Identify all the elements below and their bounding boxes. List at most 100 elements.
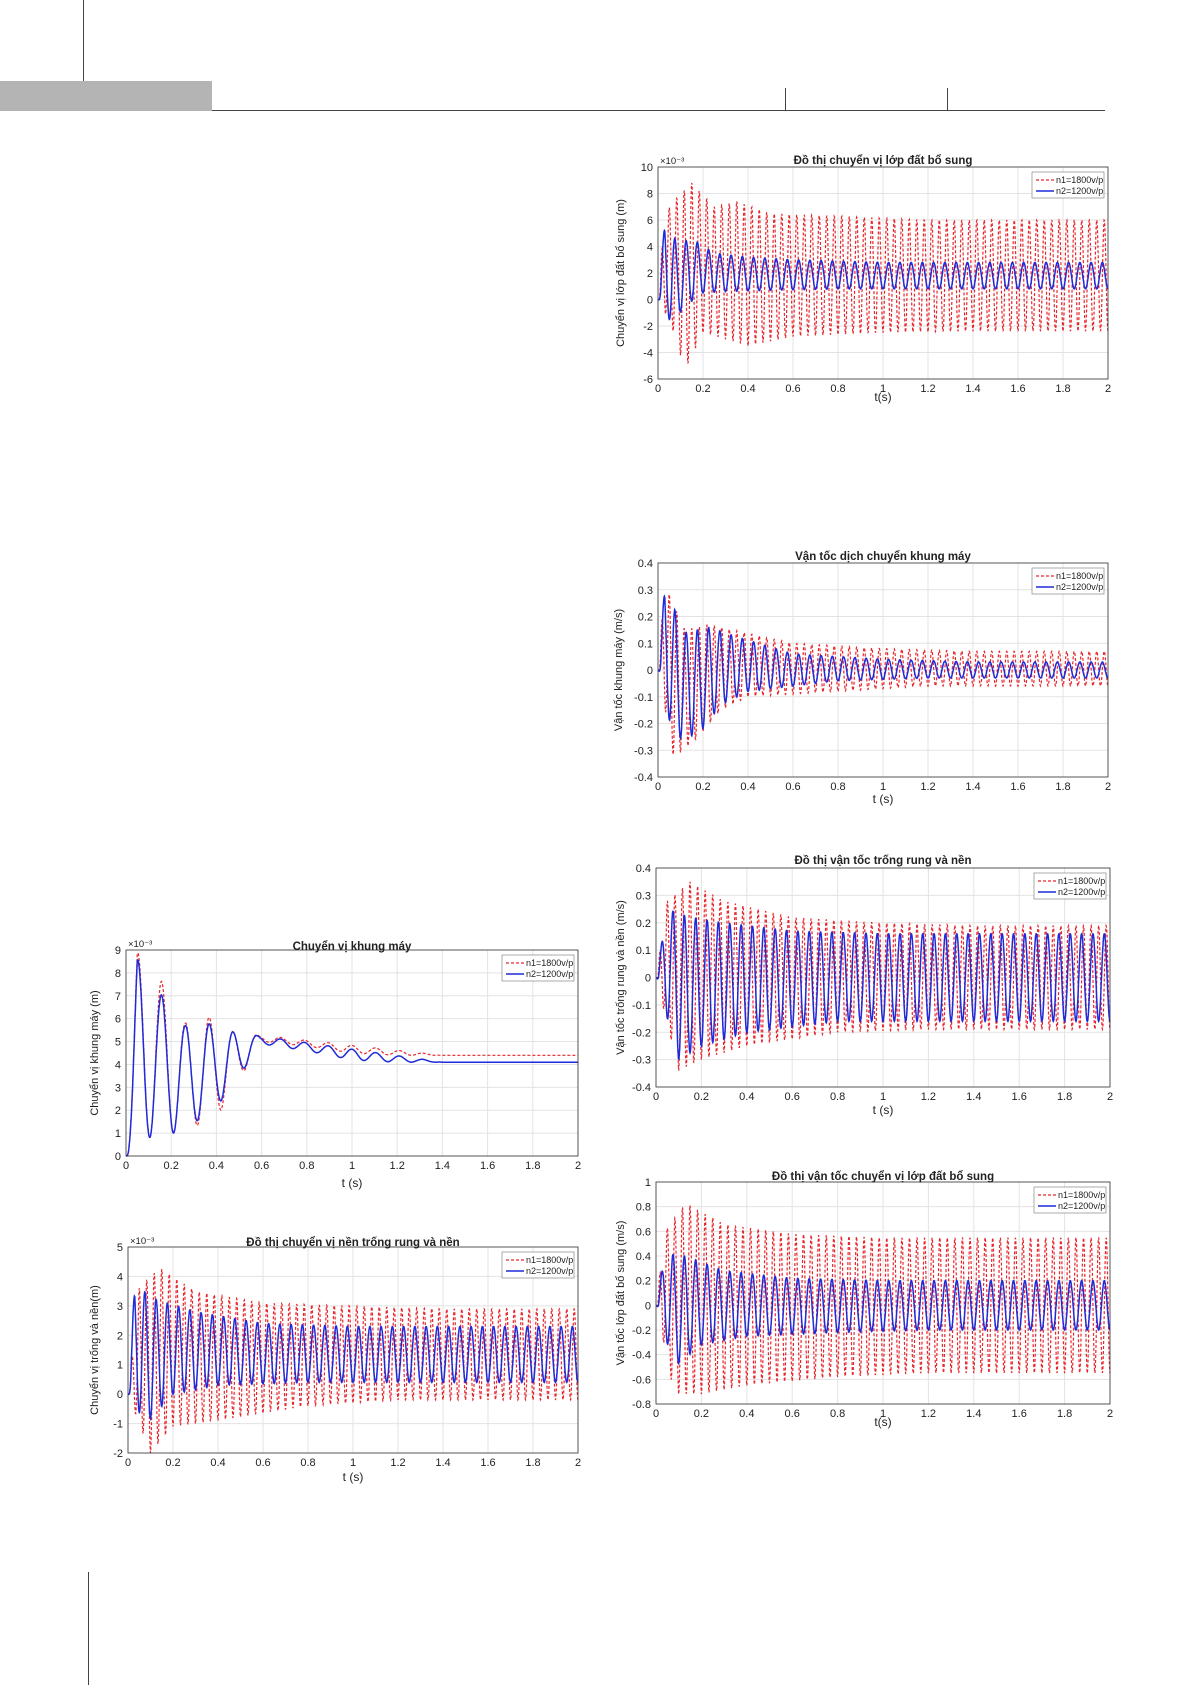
c5-ytick-label: -0.2 bbox=[632, 1325, 651, 1337]
c4-ytick-label: 2 bbox=[115, 1105, 121, 1117]
c4-xtick-label: 2 bbox=[575, 1160, 581, 1172]
chart-c1: 0 0.2 0.4 0.6 0.8 1 1.2 1.4 1.6 1.8 2 10 8 6 4 2 0 -2 -4 -6… bbox=[610, 153, 1111, 443]
c2-ytick-label: 0.2 bbox=[638, 612, 653, 624]
c1-xtick-label: 0 bbox=[655, 383, 661, 395]
c5-xtick-label: 2 bbox=[1107, 1408, 1113, 1420]
c4-legend-label-n2: n2=1200v/p bbox=[526, 969, 573, 979]
c1-xtick-label: 2 bbox=[1105, 383, 1111, 395]
c1-ytick-label: 6 bbox=[647, 215, 653, 227]
c3-xtick-label: 0.6 bbox=[785, 1091, 800, 1103]
c2-ytick-label: -0.2 bbox=[634, 719, 653, 731]
c4-xtick-label: 0.4 bbox=[209, 1160, 224, 1172]
c5-ytick-label: 0.6 bbox=[636, 1226, 651, 1238]
c2-xlabel: t (s) bbox=[873, 792, 894, 806]
chart-c2: 0 0.2 0.4 0.6 0.8 1 1.2 1.4 1.6 1.8 2 0.4 0.3 0.2 0.1 0… bbox=[610, 551, 1111, 816]
c2-xtick-label: 0.4 bbox=[740, 781, 755, 793]
c3-ytick-label: 0.4 bbox=[636, 863, 651, 875]
c3-ytick-label: 0.3 bbox=[636, 890, 651, 902]
header-rule bbox=[212, 110, 1105, 111]
c4-xtick-label: 0.2 bbox=[164, 1160, 179, 1172]
c1-series-n1-line bbox=[657, 182, 1109, 364]
c3-ylabel: Vận tốc trống rung và nền (m/s) bbox=[615, 900, 627, 1055]
c4-xlabel: t (s) bbox=[342, 1176, 363, 1190]
c3-xtick-label: 2 bbox=[1107, 1091, 1113, 1103]
c6-ytick-label: 2 bbox=[117, 1330, 123, 1342]
c1-y-exponent: ×10⁻³ bbox=[660, 156, 684, 167]
c5-legend bbox=[1033, 1186, 1107, 1214]
c2-legend bbox=[1031, 567, 1105, 595]
c1-title: Đồ thị chuyển vị lớp đất bổ sung bbox=[794, 155, 973, 167]
c1-ytick-label: 10 bbox=[641, 162, 653, 174]
c2-ytick-label: -0.3 bbox=[634, 745, 653, 757]
c5-xtick-label: 0.2 bbox=[694, 1408, 709, 1420]
c3-xtick-label: 1 bbox=[880, 1091, 886, 1103]
chart-c5: 0 0.2 0.4 0.6 0.8 1 1.2 1.4 1.6 1.8 2 1 0.8 0.6 0.4 0.2… bbox=[612, 1164, 1113, 1434]
c2-xtick-label: 1.4 bbox=[965, 781, 980, 793]
chart-c4: 0 0.2 0.4 0.6 0.8 1 1.2 1.4 1.6 1.8 2 9 8 7 6 5 4 3 2 1 0 Chu… bbox=[84, 930, 584, 1195]
c3-xtick-label: 1.6 bbox=[1012, 1091, 1027, 1103]
c4-xtick-label: 1.8 bbox=[525, 1160, 540, 1172]
header-gray-block bbox=[0, 81, 212, 111]
c1-ytick-label: -4 bbox=[643, 348, 653, 360]
c4-xtick-label: 1.2 bbox=[390, 1160, 405, 1172]
chart-c1-svg: 0 0.2 0.4 0.6 0.8 1 1.2 1.4 1.6 1.8 2 10 8 6 4 2 0 -2 -4 -6… bbox=[615, 155, 1111, 404]
c1-xtick-label: 1.4 bbox=[965, 383, 980, 395]
c5-title: Đồ thị vận tốc chuyển vị lớp đất bổ sung bbox=[772, 1171, 994, 1183]
c5-xtick-label: 1 bbox=[880, 1408, 886, 1420]
frame-line-bottom-vertical bbox=[88, 1572, 89, 1685]
c1-axes-frame bbox=[657, 166, 1109, 380]
c2-ytick-label: 0 bbox=[647, 665, 653, 677]
c3-ytick-label: -0.2 bbox=[632, 1027, 651, 1039]
c5-ylabel: Vận tốc lớp đất bổ sung (m/s) bbox=[615, 1221, 627, 1366]
c5-xtick-label: 0.6 bbox=[785, 1408, 800, 1420]
c5-xlabel: t(s) bbox=[874, 1415, 891, 1429]
header-tick-1 bbox=[785, 88, 786, 110]
c1-xtick-label: 1.2 bbox=[920, 383, 935, 395]
c4-xtick-label: 0.6 bbox=[254, 1160, 269, 1172]
c6-ytick-label: 3 bbox=[117, 1301, 123, 1313]
c3-ytick-label: -0.4 bbox=[632, 1082, 651, 1094]
c2-ytick-label: 0.4 bbox=[638, 558, 653, 570]
c2-xtick-label: 1.2 bbox=[920, 781, 935, 793]
c4-ytick-label: 5 bbox=[115, 1037, 121, 1049]
c5-ytick-label: -0.6 bbox=[632, 1374, 651, 1386]
c4-ytick-label: 3 bbox=[115, 1082, 121, 1094]
chart-c3-svg: 0 0.2 0.4 0.6 0.8 1 1.2 1.4 1.6 1.8 2 0.4 0.3 0.2 0.1 0… bbox=[615, 855, 1113, 1117]
c2-title: Vận tốc dịch chuyển khung máy bbox=[795, 551, 971, 563]
c1-legend-label-n1: n1=1800v/p bbox=[1056, 175, 1103, 185]
c2-ytick-label: -0.1 bbox=[634, 692, 653, 704]
c4-ylabel: Chuyển vị khung máy (m) bbox=[89, 990, 101, 1115]
c4-xtick-label: 0.8 bbox=[299, 1160, 314, 1172]
c6-series-n1-line bbox=[127, 1269, 579, 1454]
c6-xtick-label: 0 bbox=[125, 1457, 131, 1469]
c1-xtick-label: 0.2 bbox=[695, 383, 710, 395]
c5-xtick-label: 1.6 bbox=[1012, 1408, 1027, 1420]
c5-ytick-label: 1 bbox=[645, 1177, 651, 1189]
c6-y-exponent: ×10⁻³ bbox=[130, 1236, 154, 1247]
c6-xtick-label: 0.4 bbox=[210, 1457, 225, 1469]
c1-xtick-label: 1.8 bbox=[1055, 383, 1070, 395]
c4-ytick-label: 8 bbox=[115, 968, 121, 980]
c4-ytick-label: 7 bbox=[115, 991, 121, 1003]
c3-ytick-label: 0.2 bbox=[636, 918, 651, 930]
c3-legend-label-n1: n1=1800v/p bbox=[1058, 876, 1105, 886]
c1-ytick-label: 4 bbox=[647, 242, 653, 254]
chart-c6-svg: 0 0.2 0.4 0.6 0.8 1 1.2 1.4 1.6 1.8 2 5 4 3 2 1 0 -1 -2 Đồ … bbox=[89, 1236, 581, 1484]
c6-ytick-label: -1 bbox=[113, 1419, 123, 1431]
c2-legend-label-n2: n2=1200v/p bbox=[1056, 582, 1103, 592]
c2-legend-label-n1: n1=1800v/p bbox=[1056, 571, 1103, 581]
c2-xtick-label: 0 bbox=[655, 781, 661, 793]
c6-xtick-label: 1.6 bbox=[480, 1457, 495, 1469]
c4-ytick-label: 6 bbox=[115, 1014, 121, 1026]
c3-legend-label-n2: n2=1200v/p bbox=[1058, 887, 1105, 897]
c6-xtick-label: 1.2 bbox=[390, 1457, 405, 1469]
c2-ytick-label: 0.3 bbox=[638, 585, 653, 597]
c1-xtick-label: 0.8 bbox=[830, 383, 845, 395]
c1-series-n2-line bbox=[657, 228, 1109, 321]
c6-legend-label-n2: n2=1200v/p bbox=[526, 1266, 573, 1276]
c3-series-n2-line bbox=[655, 910, 1111, 1060]
c2-xtick-label: 1.6 bbox=[1010, 781, 1025, 793]
c2-series-n2-line bbox=[657, 594, 1109, 741]
c6-ytick-label: 0 bbox=[117, 1389, 123, 1401]
c6-xtick-label: 1.8 bbox=[525, 1457, 540, 1469]
